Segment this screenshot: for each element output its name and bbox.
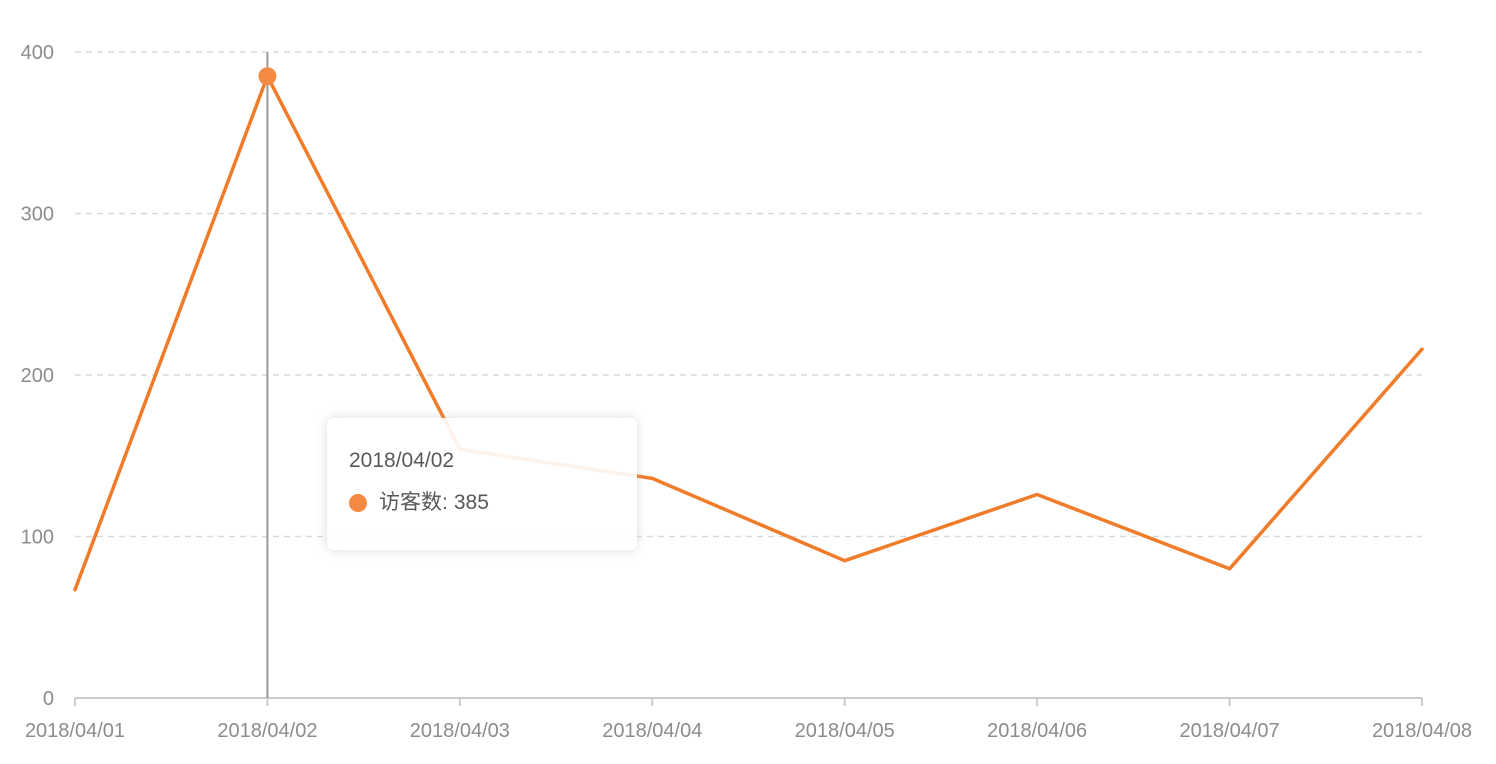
x-tick-label-3: 2018/04/04 (602, 720, 702, 742)
series-line (73, 74, 1424, 592)
y-tick-label-100: 100 (21, 527, 54, 549)
y-tick-label-200: 200 (21, 365, 54, 387)
series-layer (73, 67, 1424, 592)
x-tick-label-4: 2018/04/05 (795, 720, 895, 742)
tooltip-marker-icon (349, 494, 367, 512)
x-tick-label-5: 2018/04/06 (987, 720, 1087, 742)
x-tick-label-2: 2018/04/03 (410, 720, 510, 742)
x-tick-label-6: 2018/04/07 (1180, 720, 1280, 742)
x-tick-label-0: 2018/04/01 (25, 720, 125, 742)
y-tick-label-400: 400 (21, 42, 54, 64)
axes (74, 697, 1423, 706)
y-tick-label-300: 300 (21, 204, 54, 226)
tooltip: 2018/04/02 访客数 : 385 (327, 418, 637, 550)
tooltip-value: 385 (453, 491, 489, 514)
tooltip-title: 2018/04/02 (349, 449, 455, 472)
x-tick-label-1: 2018/04/02 (217, 720, 317, 742)
x-tick-label-7: 2018/04/08 (1372, 720, 1472, 742)
tooltip-separator: : (442, 491, 448, 514)
grid-lines (75, 51, 1422, 538)
tooltip-series-name: 访客数 (379, 491, 442, 514)
active-data-point[interactable] (258, 67, 277, 86)
tooltip-row: 访客数 : 385 (349, 490, 615, 516)
y-tick-label-0: 0 (43, 688, 54, 710)
